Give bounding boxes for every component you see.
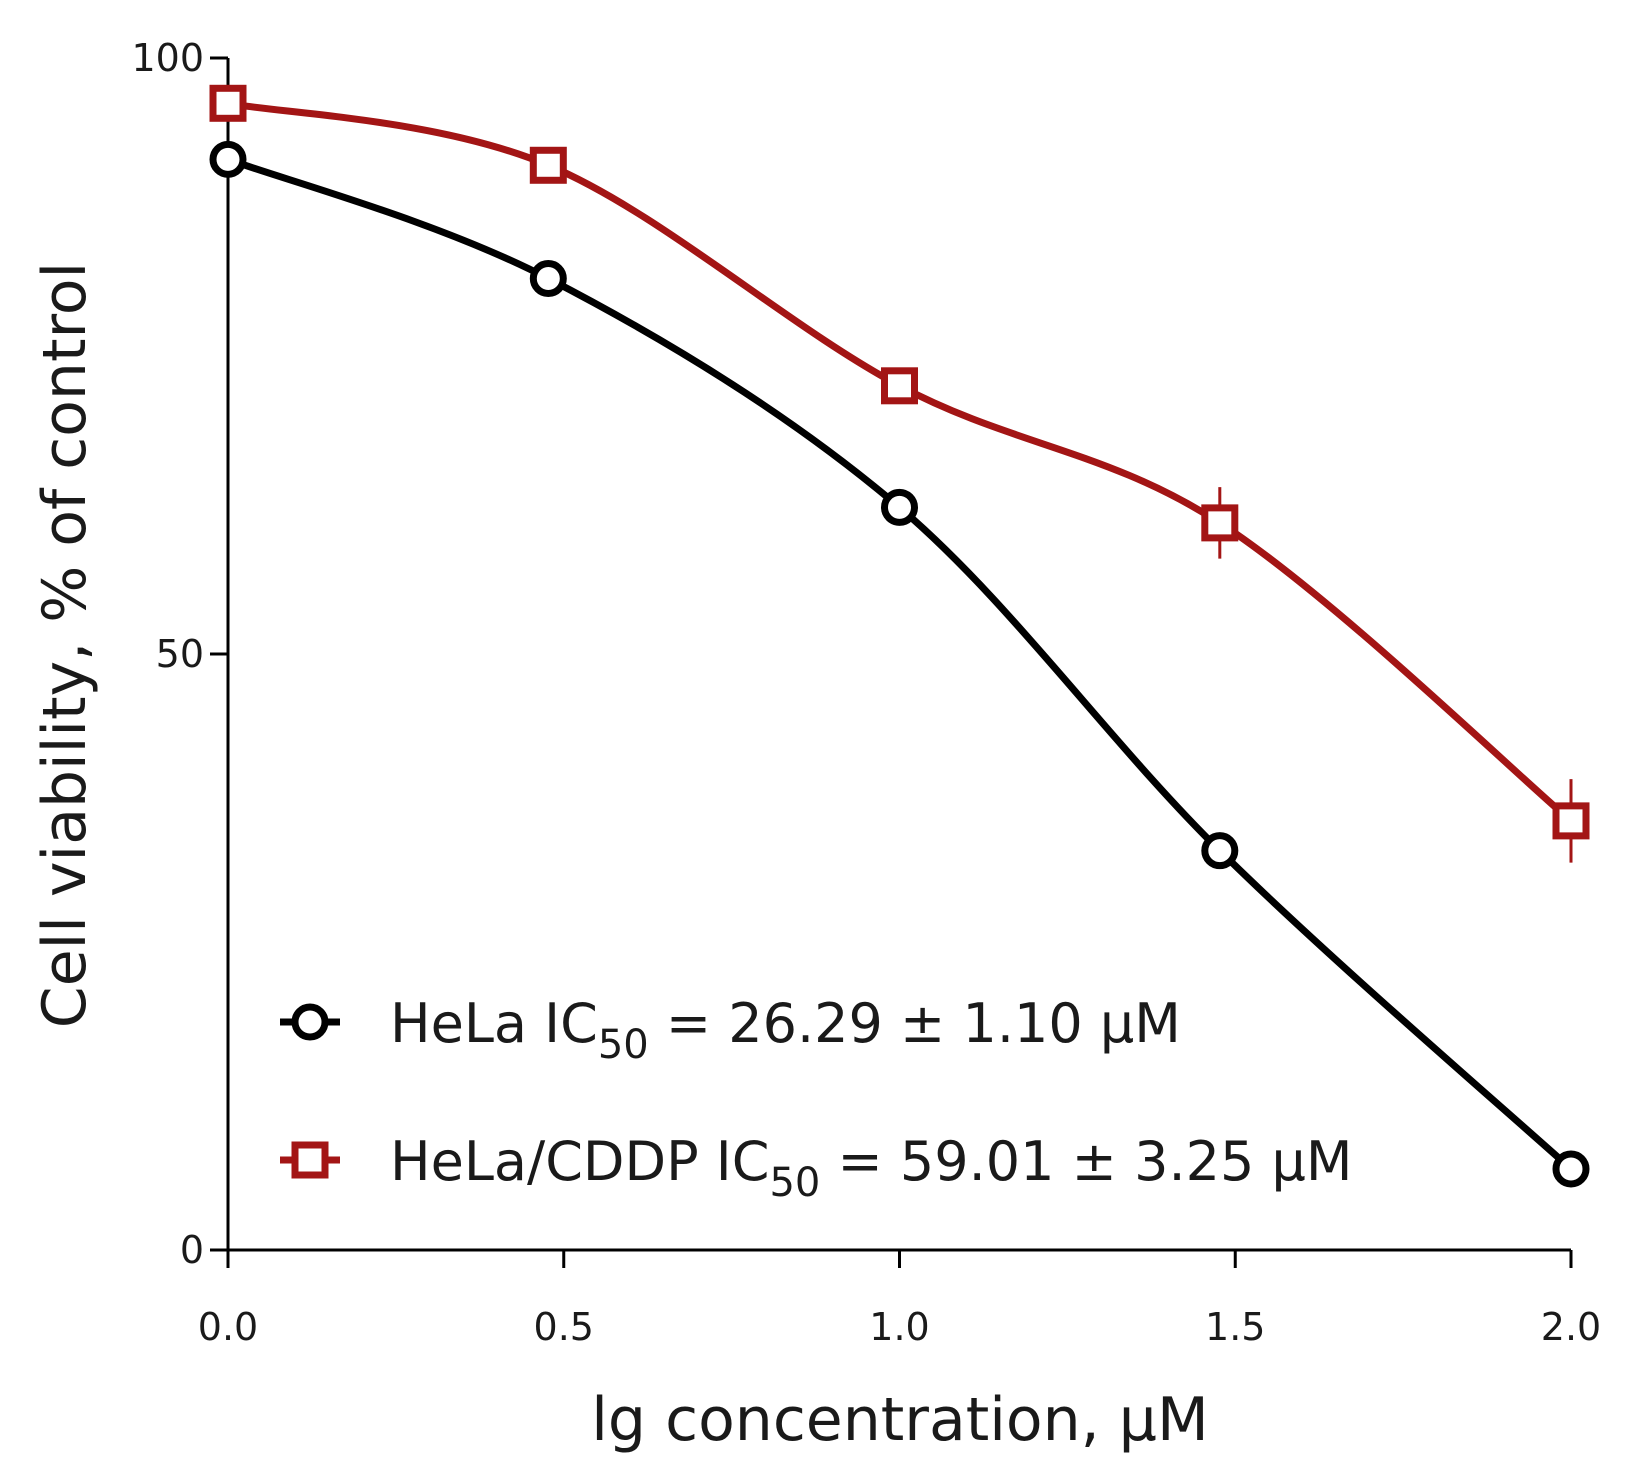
x-ticks: 0.0 0.5 1.0 1.5 2.0 [198, 1250, 1601, 1349]
fit-curve-hela-cddp [224, 99, 1575, 825]
y-tick-label: 0 [180, 1228, 204, 1272]
point-hela [1552, 1150, 1590, 1188]
point-hela [1201, 832, 1239, 870]
legend-marker-hela-cddp [291, 1141, 329, 1179]
y-axis-title: Cell viability, % of control [30, 262, 100, 1028]
legend-marker-hela [291, 1003, 329, 1041]
data-points [209, 84, 1590, 1188]
x-tick-label: 1.0 [869, 1305, 929, 1349]
x-tick-label: 0.5 [534, 1305, 594, 1349]
x-tick-label: 1.5 [1205, 1305, 1265, 1349]
point-hela-cddp [881, 367, 918, 405]
x-tick-label: 2.0 [1541, 1305, 1601, 1349]
y-tick-label: 50 [156, 632, 204, 676]
x-tick-label: 0.0 [198, 1305, 258, 1349]
point-hela [529, 260, 567, 298]
point-hela [209, 140, 247, 178]
fit-curve-hela [224, 155, 1575, 1173]
legend-label-hela-cddp: HeLa/CDDP IC50 = 59.01 ± 3.25 μM [390, 1130, 1352, 1206]
legend: HeLa IC50 = 26.29 ± 1.10 μM HeLa/CDDP IC5… [280, 992, 1352, 1206]
y-ticks: 0 50 100 [131, 36, 228, 1272]
x-axis-title: lg concentration, μM [591, 1385, 1208, 1455]
point-hela-cddp [529, 146, 567, 184]
point-hela-cddp [1552, 802, 1590, 840]
axes [215, 58, 1571, 1252]
y-tick-label: 100 [131, 36, 204, 80]
legend-label-hela: HeLa IC50 = 26.29 ± 1.10 μM [390, 992, 1181, 1068]
point-hela-cddp [1201, 504, 1239, 542]
point-hela-cddp [209, 84, 247, 122]
point-hela [881, 488, 918, 526]
